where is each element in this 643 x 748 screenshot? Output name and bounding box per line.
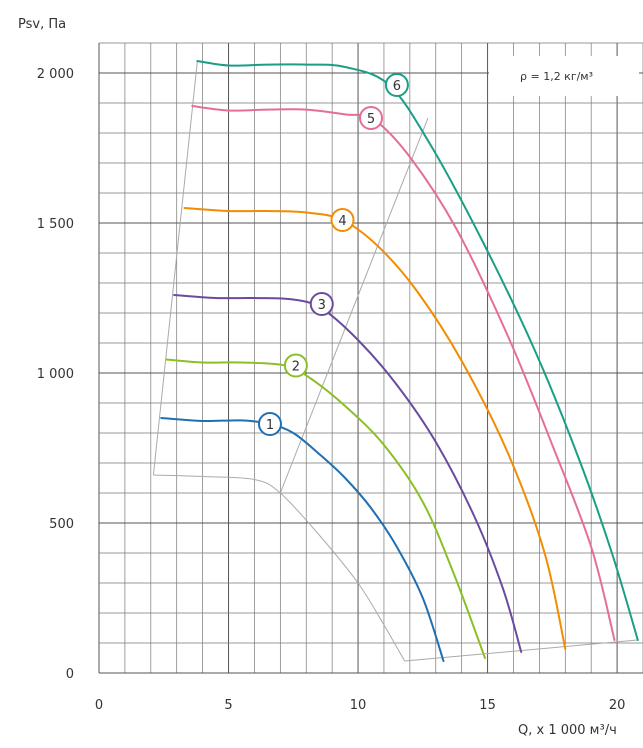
- x-tick-label: 20: [609, 698, 626, 713]
- density-note: ρ = 1,2 кг/м³: [489, 56, 639, 96]
- density-note-text: ρ = 1,2 кг/м³: [520, 70, 593, 83]
- system-curve-line: [279, 117, 429, 494]
- envelope-left-line: [152, 60, 198, 476]
- series-label-5: 5: [367, 112, 375, 127]
- x-tick-label: 15: [479, 698, 496, 713]
- y-tick-label: 1 500: [37, 217, 74, 232]
- series-line-2: [165, 358, 486, 659]
- y-tick-label: 500: [49, 517, 74, 532]
- x-axis-title: Q, x 1 000 м³/ч: [518, 723, 617, 738]
- x-tick-label: 10: [350, 698, 367, 713]
- series-label-3: 3: [318, 298, 326, 313]
- series-line-3: [173, 294, 523, 653]
- y-tick-label: 1 000: [37, 367, 74, 382]
- series-label-4: 4: [338, 214, 346, 229]
- y-tick-label: 0: [66, 667, 74, 682]
- series-line-1: [160, 417, 445, 662]
- series-marker-5: [359, 106, 383, 130]
- envelope-bottom-curve: [153, 474, 406, 662]
- density-note-background: [489, 56, 639, 96]
- series-label-6: 6: [393, 79, 401, 94]
- series-line-5: [191, 105, 616, 641]
- y-tick-label: 2 000: [37, 67, 74, 82]
- chart-grid: [98, 42, 643, 674]
- x-tick-label: 0: [95, 698, 103, 713]
- series-label-2: 2: [292, 360, 300, 375]
- series-group: 1 2 3 4 5 6: [160, 60, 639, 662]
- y-axis-title: Psv, Па: [18, 17, 66, 32]
- series-marker-1: [257, 412, 282, 436]
- series-marker-3: [309, 292, 334, 316]
- series-line-6: [196, 60, 639, 641]
- series-marker-4: [330, 208, 355, 232]
- series-label-1: 1: [266, 418, 274, 433]
- x-tick-label: 5: [224, 698, 232, 713]
- operating-envelope: [152, 60, 638, 662]
- series-marker-2: [283, 353, 308, 378]
- series-marker-6: [384, 73, 409, 97]
- series-line-4: [183, 207, 567, 650]
